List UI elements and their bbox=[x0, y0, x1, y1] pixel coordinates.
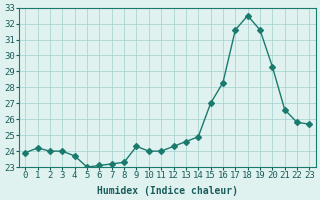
X-axis label: Humidex (Indice chaleur): Humidex (Indice chaleur) bbox=[97, 186, 238, 196]
